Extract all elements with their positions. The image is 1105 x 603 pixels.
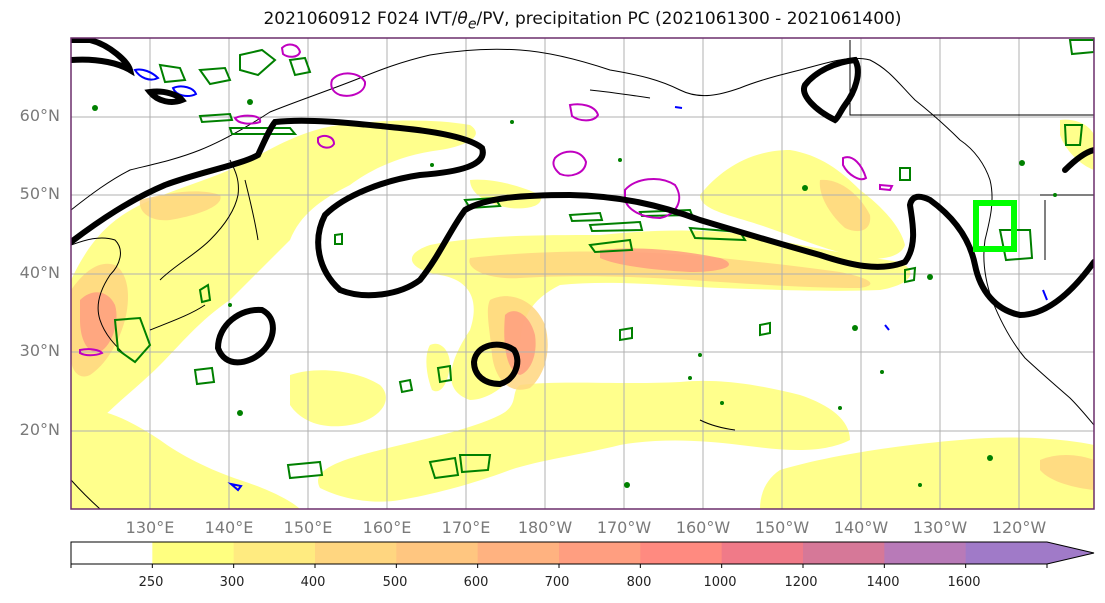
lon-label-160w: 160°W: [675, 518, 731, 537]
colorbar-cell: [315, 542, 397, 564]
lon-label-140w: 140°W: [833, 518, 889, 537]
colorbar-label-700: 700: [544, 575, 570, 590]
colorbar-cell: [803, 542, 885, 564]
colorbar-cell: [396, 542, 479, 564]
map-title: 2021060912 F024 IVT/θe/PV, precipitation…: [263, 9, 902, 33]
lat-label-60n: 60°N: [19, 106, 60, 125]
map-frame: [70, 37, 1095, 510]
colorbar-label-250: 250: [138, 575, 164, 590]
colorbar-cell: [965, 542, 1048, 564]
lon-label-150w: 150°W: [754, 518, 810, 537]
region-box: [973, 200, 1017, 252]
theta-e-small-contours: [92, 99, 1057, 488]
colorbar-cell: [559, 542, 641, 564]
colorbar-label-1000: 1000: [703, 575, 737, 590]
colorbar-extend-arrow: [1047, 542, 1094, 564]
lat-label-40n: 40°N: [19, 263, 60, 282]
colorbar-cell: [721, 542, 804, 564]
colorbar-label-300: 300: [219, 575, 245, 590]
colorbar-cell: [71, 542, 153, 564]
colorbar-label-1400: 1400: [866, 575, 900, 590]
colorbar-cell: [640, 542, 723, 564]
colorbar-cells: [71, 542, 1048, 564]
colorbar-cell: [233, 542, 316, 564]
ivt-contours: [71, 38, 1094, 388]
lat-label-30n: 30°N: [19, 341, 60, 360]
lon-label-150e: 150°E: [283, 518, 333, 537]
colorbar-outline: [70, 541, 1095, 565]
colorbar-label-500: 500: [382, 575, 408, 590]
colorbar-label-1200: 1200: [784, 575, 818, 590]
colorbar-ticks: [70, 564, 1048, 568]
lon-label-180w: 180°W: [517, 518, 573, 537]
lon-label-170w: 170°W: [596, 518, 652, 537]
lat-label-20n: 20°N: [19, 420, 60, 439]
colorbar-label-600: 600: [463, 575, 489, 590]
ivt-shading: [71, 119, 1094, 509]
colorbar-cell: [884, 542, 967, 564]
colorbar: [70, 541, 1095, 568]
pv-contours: [79, 43, 894, 357]
lon-label-140e: 140°E: [204, 518, 254, 537]
lon-label-120w: 120°W: [991, 518, 1047, 537]
coastlines: [71, 40, 1094, 509]
colorbar-cell: [477, 542, 560, 564]
colorbar-label-400: 400: [300, 575, 326, 590]
lat-label-50n: 50°N: [19, 184, 60, 203]
lon-label-170e: 170°E: [441, 518, 491, 537]
lon-label-160e: 160°E: [362, 518, 412, 537]
colorbar-label-1600: 1600: [947, 575, 981, 590]
colorbar-label-800: 800: [626, 575, 652, 590]
lon-label-130w: 130°W: [912, 518, 968, 537]
colorbar-cell: [152, 542, 235, 564]
lon-label-130e: 130°E: [125, 518, 175, 537]
